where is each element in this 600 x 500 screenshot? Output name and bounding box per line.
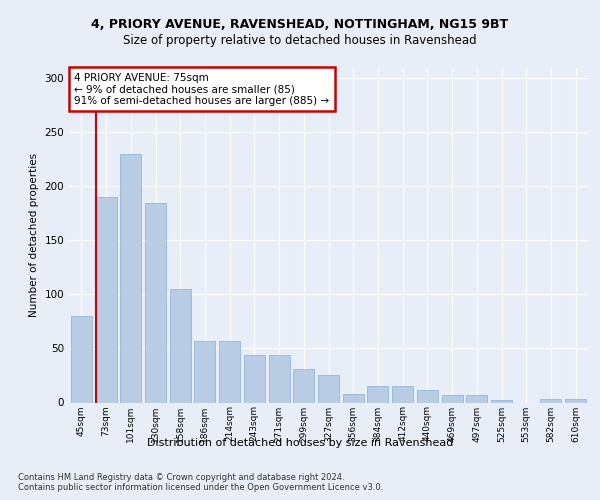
Bar — [244, 355, 265, 403]
Bar — [392, 386, 413, 402]
Text: Size of property relative to detached houses in Ravenshead: Size of property relative to detached ho… — [123, 34, 477, 47]
Text: Contains HM Land Registry data © Crown copyright and database right 2024.
Contai: Contains HM Land Registry data © Crown c… — [18, 472, 383, 492]
Bar — [145, 202, 166, 402]
Bar — [367, 386, 388, 402]
Text: 4 PRIORY AVENUE: 75sqm
← 9% of detached houses are smaller (85)
91% of semi-deta: 4 PRIORY AVENUE: 75sqm ← 9% of detached … — [74, 72, 329, 106]
Bar — [442, 395, 463, 402]
Text: Distribution of detached houses by size in Ravenshead: Distribution of detached houses by size … — [147, 438, 453, 448]
Bar — [565, 400, 586, 402]
Bar — [466, 395, 487, 402]
Bar — [541, 400, 562, 402]
Bar — [170, 289, 191, 403]
Bar — [269, 355, 290, 403]
Bar — [417, 390, 438, 402]
Bar — [293, 369, 314, 402]
Bar — [95, 197, 116, 402]
Bar — [491, 400, 512, 402]
Bar — [120, 154, 141, 402]
Bar — [343, 394, 364, 402]
Bar — [194, 341, 215, 402]
Text: 4, PRIORY AVENUE, RAVENSHEAD, NOTTINGHAM, NG15 9BT: 4, PRIORY AVENUE, RAVENSHEAD, NOTTINGHAM… — [91, 18, 509, 30]
Bar — [71, 316, 92, 402]
Y-axis label: Number of detached properties: Number of detached properties — [29, 153, 39, 317]
Bar — [219, 341, 240, 402]
Bar — [318, 376, 339, 402]
